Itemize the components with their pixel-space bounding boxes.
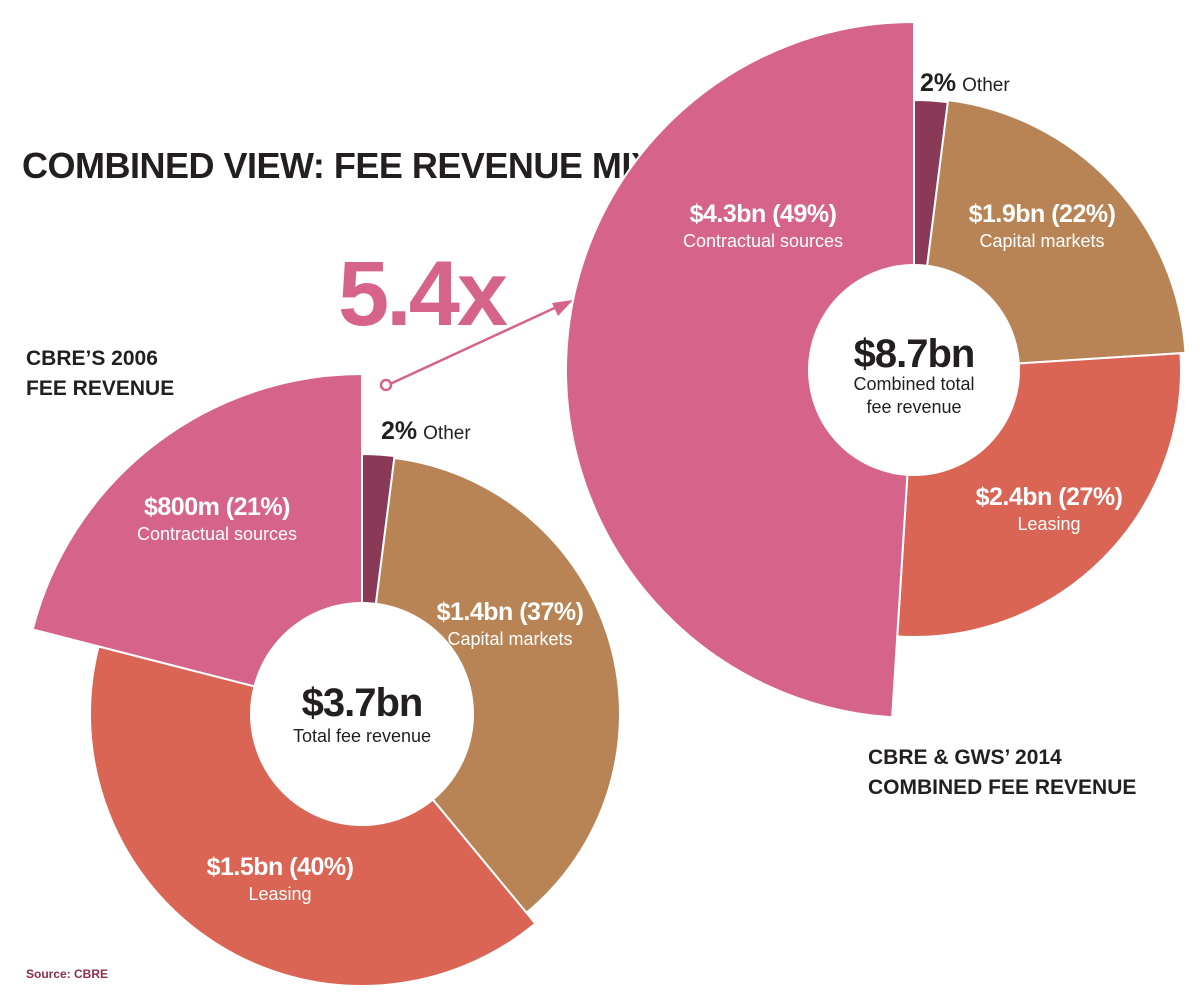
data-label-capital-markets-value: $1.4bn (37%) (437, 598, 584, 626)
pie-slice-contractual-sources (31, 372, 363, 716)
data-label-other-category: Other (423, 423, 471, 444)
center-label: Total fee revenue (293, 726, 431, 746)
data-label-leasing-value: $1.5bn (40%) (207, 853, 354, 881)
chart-title: CBRE’S 2006 (26, 347, 158, 370)
pie-slice-leasing (89, 645, 537, 987)
data-label-capital-markets-category: Capital markets (447, 629, 572, 649)
source-note: Source: CBRE (26, 967, 108, 981)
data-label-leasing-category: Leasing (248, 884, 311, 904)
data-label-other: 2% Other (381, 417, 471, 445)
data-label-leasing-value: $2.4bn (27%) (976, 483, 1123, 511)
center-total-value: $3.7bn (302, 681, 423, 725)
pie-slice-contractual-sources (565, 20, 915, 719)
chart-title: CBRE & GWS’ 2014 (868, 746, 1062, 769)
chart-title: FEE REVENUE (26, 377, 174, 400)
center-label: Combined total (853, 374, 974, 394)
data-label-contractual-sources-category: Contractual sources (683, 231, 843, 251)
main-title: COMBINED VIEW: FEE REVENUE MIX (22, 145, 655, 186)
data-label-contractual-sources-category: Contractual sources (137, 524, 297, 544)
pie-slice-capital-markets (360, 456, 621, 915)
center-label: fee revenue (866, 397, 961, 417)
data-label-contractual-sources-value: $800m (21%) (144, 493, 290, 521)
center-total-value: $8.7bn (854, 332, 975, 376)
center-hole (808, 264, 1020, 476)
data-label-contractual-sources-value: $4.3bn (49%) (690, 200, 837, 228)
growth-multiplier: 5.4x (338, 243, 508, 345)
data-label-leasing-category: Leasing (1017, 514, 1080, 534)
chart-title: COMBINED FEE REVENUE (868, 776, 1136, 799)
center-hole (250, 602, 474, 826)
data-label-other-value: 2% (381, 417, 417, 445)
data-label-other: 2% Other (920, 69, 1010, 97)
data-label-capital-markets-value: $1.9bn (22%) (969, 200, 1116, 228)
data-label-other-value: 2% (920, 69, 956, 97)
data-label-capital-markets-category: Capital markets (979, 231, 1104, 251)
data-label-other-category: Other (962, 75, 1010, 96)
growth-arrow (379, 300, 573, 392)
